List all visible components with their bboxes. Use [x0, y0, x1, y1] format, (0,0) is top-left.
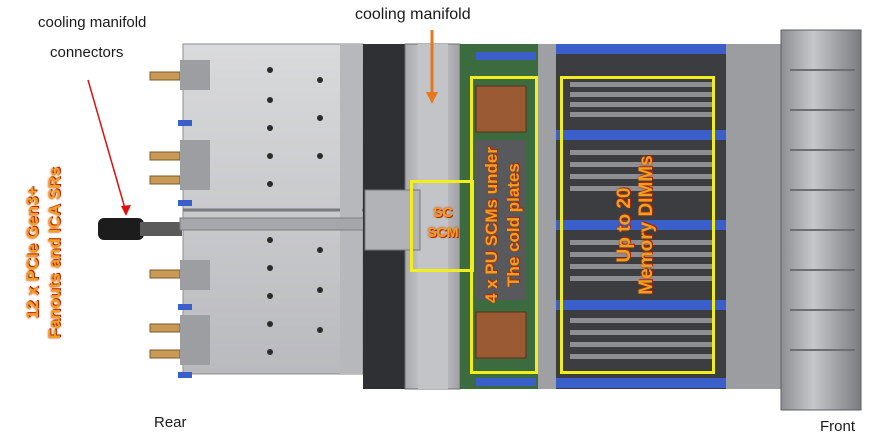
pcie-fanouts-annotation: 12 x PCIe Gen3+ Fanouts and ICA SRs: [22, 118, 68, 388]
manifold-arrowhead: [426, 92, 438, 104]
pcie-annotation-line1: 12 x PCIe Gen3+: [23, 186, 42, 320]
manifold-connector-fitting: [98, 218, 182, 240]
pu-annotation-line1: 4 x PU SCMs under: [482, 147, 501, 303]
cooling-manifold-connectors-label-line1: cooling manifold: [38, 14, 147, 31]
cooling-manifold-connectors-label-line2: connectors: [50, 44, 124, 61]
sc-scm-annotation: SC SCM: [418, 202, 468, 252]
memory-dimm-area: [556, 44, 726, 389]
pu-annotation-line2: The cold plates: [504, 163, 523, 287]
pcie-connectors: [149, 60, 210, 378]
rear-label: Rear: [154, 414, 187, 431]
sc-annotation-line1: SC: [433, 204, 453, 220]
dimm-annotation: Up to 20 Memory DIMMs: [614, 105, 660, 345]
cooling-manifold-label: cooling manifold: [355, 6, 471, 23]
pu-scm-highlight-box: [470, 76, 538, 374]
front-bezel: [726, 29, 862, 411]
pu-scm-annotation: 4 x PU SCMs under The cold plates: [481, 85, 527, 365]
front-label: Front: [820, 418, 856, 435]
sc-annotation-line2: SCM: [427, 224, 459, 240]
dimm-annotation-line1: Up to 20: [614, 187, 635, 263]
dimm-annotation-line2: Memory DIMMs: [636, 155, 657, 295]
connector-pointer-arrow: [87, 79, 127, 213]
rear-io-section: [182, 43, 364, 375]
connector-arrowhead: [121, 205, 131, 216]
dimm-highlight-box: [560, 76, 715, 374]
cooling-manifold-bay: [363, 43, 473, 390]
pcie-annotation-line2: Fanouts and ICA SRs: [45, 166, 64, 340]
